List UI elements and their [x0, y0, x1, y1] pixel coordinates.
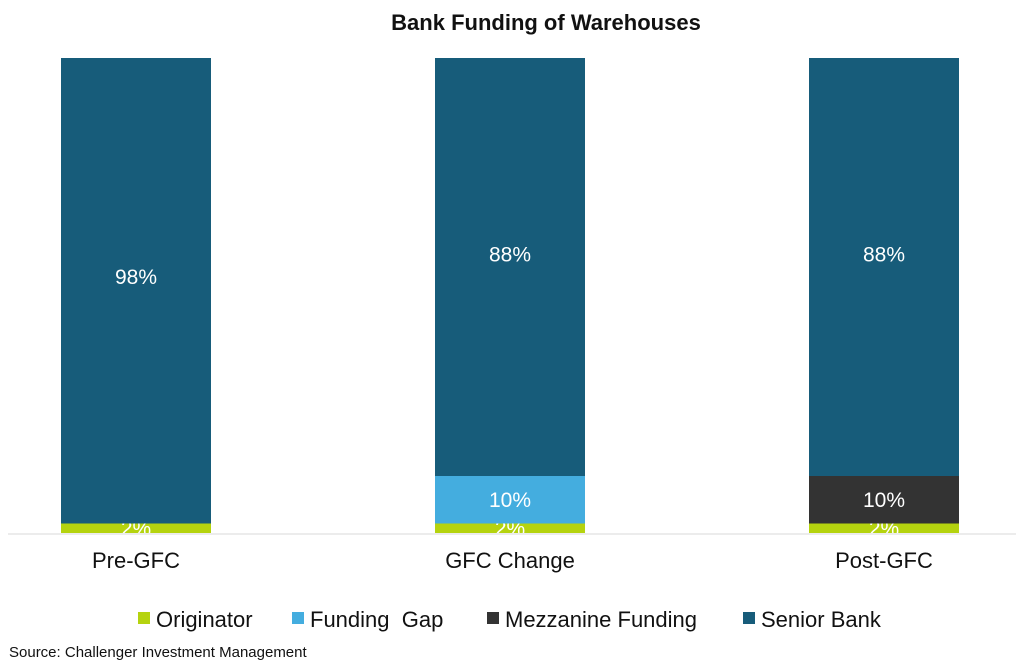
x-axis-labels: Pre-GFC GFC Change Post-GFC: [92, 548, 933, 573]
bar-segment-0-0: [61, 523, 211, 533]
category-label-2: Post-GFC: [835, 548, 933, 573]
bar-segment-3-2: [809, 58, 959, 476]
legend-label-2: Mezzanine Funding: [505, 607, 697, 632]
bar-segment-2-2: [809, 476, 959, 524]
data-label-2-2: 10%: [863, 489, 905, 512]
bar-segment-1-1: [435, 476, 585, 524]
bar-segment-0-1: [435, 523, 585, 533]
data-label-1-1: 10%: [489, 489, 531, 512]
bar-segment-3-1: [435, 58, 585, 476]
data-label-3-0: 98%: [115, 266, 157, 289]
legend-swatch-0: [138, 612, 150, 624]
bar-segment-3-0: [61, 58, 211, 524]
data-label-3-2: 88%: [863, 243, 905, 266]
legend-swatch-3: [743, 612, 755, 624]
legend-swatch-2: [487, 612, 499, 624]
source-note: Source: Challenger Investment Management: [9, 644, 307, 661]
bar-segment-0-2: [809, 523, 959, 533]
legend-label-0: Originator: [156, 607, 253, 632]
category-label-1: GFC Change: [445, 548, 575, 573]
chart-title: Bank Funding of Warehouses: [391, 10, 701, 35]
legend-label-3: Senior Bank: [761, 607, 882, 632]
legend-label-1: Funding Gap: [310, 607, 443, 632]
plot-area: 2%98%2%10%88%2%10%88%: [61, 58, 959, 540]
data-label-3-1: 88%: [489, 243, 531, 266]
legend-swatch-1: [292, 612, 304, 624]
legend: Originator Funding Gap Mezzanine Funding Se…: [138, 607, 882, 632]
category-label-0: Pre-GFC: [92, 548, 180, 573]
